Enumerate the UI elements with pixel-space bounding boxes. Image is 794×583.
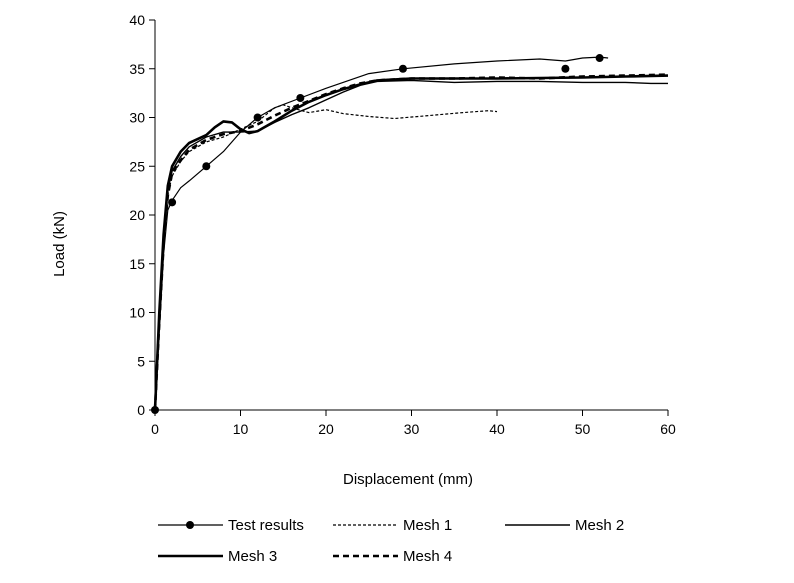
y-tick-label: 20 <box>129 207 145 223</box>
y-tick-label: 25 <box>129 158 145 174</box>
y-tick-label: 10 <box>129 305 145 321</box>
series-line-3 <box>153 74 669 411</box>
x-tick-label: 30 <box>404 421 420 437</box>
y-tick-label: 5 <box>137 353 145 369</box>
data-point-marker <box>253 113 262 122</box>
series-line-2 <box>154 79 668 411</box>
series-line-1 <box>154 104 498 411</box>
x-tick-label: 20 <box>318 421 334 437</box>
x-tick-label: 50 <box>575 421 591 437</box>
x-axis-title: Displacement (mm) <box>343 471 473 488</box>
data-point-marker <box>398 64 407 73</box>
axes: 0 5 10 15 20 25 30 35 40 0 10 20 30 40 50 60 <box>129 12 676 437</box>
data-point-marker <box>202 162 211 171</box>
y-tick-label: 35 <box>129 61 145 77</box>
y-tick-label: 0 <box>137 402 145 418</box>
data-point-marker <box>168 198 177 207</box>
y-tick-label: 30 <box>129 110 145 126</box>
series-layer <box>151 54 669 414</box>
series-line-0 <box>154 56 609 411</box>
legend-label-1: Mesh 1 <box>403 517 452 534</box>
x-tick-label: 10 <box>233 421 249 437</box>
legend-label-4: Mesh 4 <box>403 548 452 565</box>
y-tick-label: 15 <box>129 256 145 272</box>
legend-label-2: Mesh 2 <box>575 517 624 534</box>
legend: Test results Mesh 1 Mesh 2 Mesh 3 Mesh 4 <box>158 517 624 565</box>
x-tick-label: 0 <box>151 421 159 437</box>
x-tick-label: 60 <box>660 421 676 437</box>
data-point-marker <box>561 64 570 73</box>
legend-label-0: Test results <box>228 517 304 534</box>
legend-label-3: Mesh 3 <box>228 548 277 565</box>
x-tick-label: 40 <box>489 421 505 437</box>
data-point-marker <box>595 54 604 63</box>
y-tick-label: 40 <box>129 12 145 28</box>
y-axis-title: Load (kN) <box>51 211 68 277</box>
series-line-4 <box>153 73 669 411</box>
data-point-marker <box>296 94 305 102</box>
legend-marker <box>186 521 194 529</box>
